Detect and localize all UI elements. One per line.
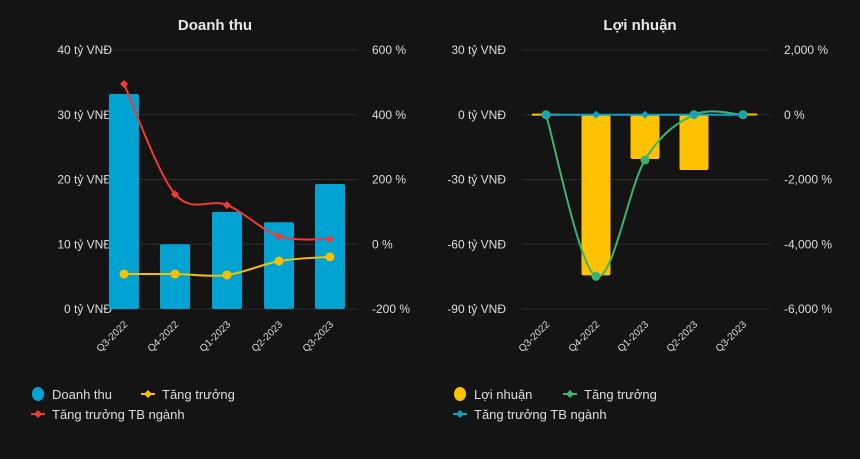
- bar: [315, 184, 345, 309]
- legend-bar-icon: [32, 387, 44, 401]
- legend-label: Doanh thu: [52, 387, 112, 402]
- bar: [212, 211, 242, 309]
- y-left-tick: -60 tỷ VNĐ: [447, 237, 506, 251]
- legend-marker-icon: [144, 390, 152, 398]
- point-marker: [326, 235, 334, 244]
- point-marker: [170, 269, 180, 279]
- legend-marker-icon: [456, 410, 464, 418]
- bar: [630, 114, 660, 159]
- point-marker: [542, 110, 550, 119]
- y-left-tick: 30 tỷ VNĐ: [57, 108, 112, 122]
- y-left-tick: -30 tỷ VNĐ: [447, 173, 506, 187]
- y-right-tick: 400 %: [372, 108, 406, 122]
- point-marker: [325, 252, 335, 262]
- point-marker: [591, 271, 601, 281]
- y-right-tick: -200 %: [372, 302, 410, 316]
- point-marker: [222, 270, 232, 280]
- bar: [264, 222, 294, 309]
- point-marker: [641, 110, 649, 119]
- chart-title: Doanh thu: [178, 17, 252, 34]
- x-tick: Q3-2023: [714, 319, 750, 355]
- point-marker: [275, 232, 283, 241]
- y-right-tick: -6,000 %: [784, 302, 832, 316]
- y-left-tick: -90 tỷ VNĐ: [447, 302, 506, 316]
- point-marker: [120, 79, 128, 88]
- point-marker: [690, 110, 698, 119]
- point-marker: [640, 155, 650, 165]
- y-right-tick: 0 %: [372, 237, 393, 251]
- legend-label: Tăng trưởng: [162, 387, 235, 402]
- y-left-tick: 10 tỷ VNĐ: [57, 237, 112, 251]
- x-tick: Q3-2022: [95, 319, 131, 355]
- x-tick: Q4-2022: [567, 319, 603, 355]
- y-right-tick: 0 %: [784, 108, 805, 122]
- y-right-tick: -4,000 %: [784, 237, 832, 251]
- y-right-tick: 200 %: [372, 173, 406, 187]
- x-tick: Q2-2023: [250, 319, 286, 355]
- point-marker: [119, 269, 129, 279]
- bar: [679, 114, 709, 171]
- y-left-tick: 20 tỷ VNĐ: [57, 173, 112, 187]
- x-tick: Q3-2023: [301, 319, 337, 355]
- series-line: [123, 83, 331, 241]
- y-left-tick: 0 tỷ VNĐ: [64, 302, 112, 316]
- y-left-tick: 30 tỷ VNĐ: [451, 43, 506, 57]
- point-marker: [592, 110, 600, 119]
- legend-label: Lợi nhuận: [474, 387, 532, 402]
- legend-marker-icon: [34, 410, 42, 418]
- x-tick: Q4-2022: [146, 319, 182, 355]
- bar: [109, 94, 139, 309]
- y-left-tick: 0 tỷ VNĐ: [458, 108, 506, 122]
- x-tick: Q1-2023: [198, 319, 234, 355]
- legend-label: Tăng trưởng TB ngành: [52, 407, 185, 422]
- point-marker: [223, 201, 231, 210]
- bar: [581, 114, 611, 276]
- legend-label: Tăng trưởng: [584, 387, 657, 402]
- point-marker: [739, 110, 747, 119]
- legend-bar-icon: [454, 387, 466, 401]
- legend-marker-icon: [566, 390, 574, 398]
- y-right-tick: 600 %: [372, 43, 406, 57]
- point-marker: [274, 256, 284, 266]
- point-marker: [171, 190, 179, 199]
- x-tick: Q3-2022: [517, 319, 553, 355]
- y-left-tick: 40 tỷ VNĐ: [57, 43, 112, 57]
- y-right-tick: -2,000 %: [784, 173, 832, 187]
- chart-title: Lợi nhuận: [603, 17, 676, 34]
- legend-label: Tăng trưởng TB ngành: [474, 407, 607, 422]
- y-right-tick: 2,000 %: [784, 43, 828, 57]
- x-tick: Q2-2023: [665, 319, 701, 355]
- x-tick: Q1-2023: [616, 319, 652, 355]
